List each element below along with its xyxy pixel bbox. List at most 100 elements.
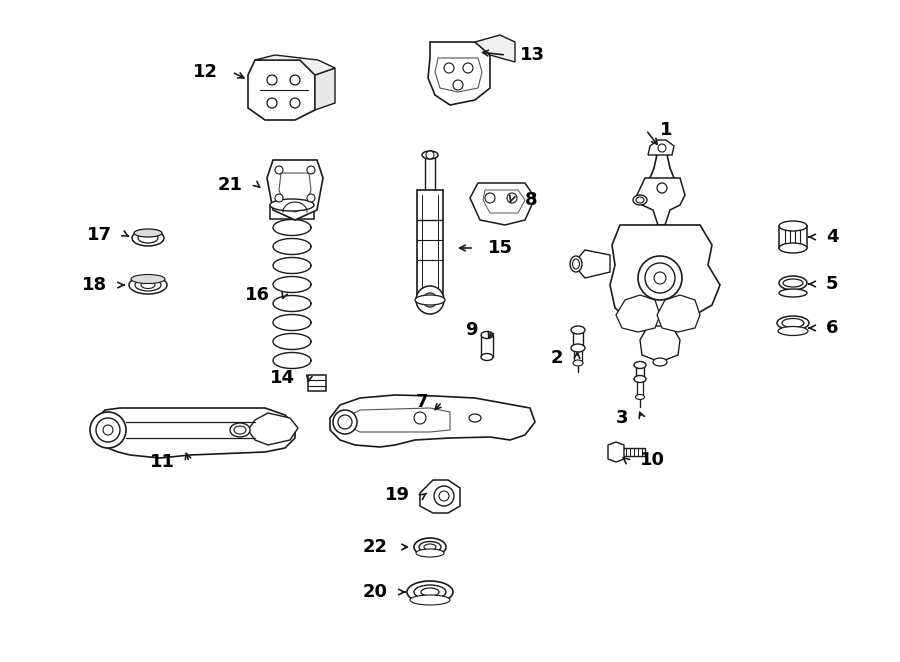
Ellipse shape	[783, 279, 803, 287]
Ellipse shape	[570, 256, 582, 272]
Circle shape	[103, 425, 113, 435]
Circle shape	[307, 166, 315, 174]
Ellipse shape	[571, 344, 585, 352]
Ellipse shape	[424, 544, 436, 550]
Circle shape	[275, 166, 283, 174]
Circle shape	[290, 75, 300, 85]
Ellipse shape	[634, 361, 646, 369]
Ellipse shape	[779, 276, 807, 290]
Text: 14: 14	[270, 369, 295, 387]
Ellipse shape	[779, 289, 807, 297]
Text: 19: 19	[385, 486, 410, 504]
Polygon shape	[248, 60, 315, 120]
Circle shape	[485, 193, 495, 203]
Ellipse shape	[636, 197, 644, 203]
Circle shape	[90, 412, 126, 448]
Ellipse shape	[421, 588, 439, 596]
Ellipse shape	[419, 542, 441, 553]
Polygon shape	[267, 160, 323, 220]
Circle shape	[416, 286, 444, 314]
Ellipse shape	[141, 281, 155, 289]
Text: 16: 16	[245, 286, 270, 304]
Ellipse shape	[134, 229, 162, 237]
Text: 18: 18	[82, 276, 107, 294]
Ellipse shape	[469, 414, 481, 422]
Bar	[573, 330, 583, 348]
Ellipse shape	[779, 243, 807, 253]
Circle shape	[333, 410, 357, 434]
Polygon shape	[610, 225, 720, 330]
Ellipse shape	[653, 358, 667, 366]
Ellipse shape	[407, 581, 453, 603]
Polygon shape	[428, 42, 490, 105]
Polygon shape	[420, 480, 460, 513]
Circle shape	[439, 491, 449, 501]
Circle shape	[658, 144, 666, 152]
Ellipse shape	[572, 259, 580, 269]
Text: 12: 12	[193, 63, 218, 81]
Ellipse shape	[138, 233, 158, 243]
Text: 4: 4	[826, 228, 839, 246]
Ellipse shape	[634, 375, 646, 383]
Polygon shape	[315, 68, 335, 110]
Ellipse shape	[635, 395, 644, 399]
Bar	[637, 379, 643, 397]
Ellipse shape	[135, 279, 161, 291]
Bar	[574, 348, 582, 363]
Circle shape	[507, 193, 517, 203]
Ellipse shape	[633, 195, 647, 205]
Ellipse shape	[481, 332, 493, 338]
Text: 2: 2	[551, 349, 563, 367]
Ellipse shape	[416, 549, 444, 557]
Ellipse shape	[777, 316, 809, 330]
Circle shape	[307, 194, 315, 202]
Circle shape	[290, 98, 300, 108]
Bar	[425, 155, 435, 190]
Text: 9: 9	[465, 321, 478, 339]
Ellipse shape	[779, 221, 807, 231]
Ellipse shape	[132, 230, 164, 246]
Circle shape	[423, 293, 437, 307]
Ellipse shape	[129, 276, 167, 294]
Circle shape	[444, 63, 454, 73]
Polygon shape	[255, 55, 335, 75]
Polygon shape	[608, 442, 624, 462]
Ellipse shape	[410, 595, 450, 605]
Text: 1: 1	[660, 121, 672, 139]
Ellipse shape	[131, 275, 165, 283]
Ellipse shape	[270, 199, 314, 211]
Ellipse shape	[571, 326, 585, 334]
Polygon shape	[248, 413, 298, 445]
Circle shape	[414, 412, 426, 424]
Circle shape	[453, 80, 463, 90]
Circle shape	[338, 415, 352, 429]
Polygon shape	[483, 190, 525, 213]
Text: 22: 22	[363, 538, 388, 556]
Bar	[636, 365, 644, 379]
Polygon shape	[657, 295, 700, 332]
Circle shape	[96, 418, 120, 442]
Circle shape	[267, 98, 277, 108]
Ellipse shape	[414, 538, 446, 556]
Circle shape	[657, 183, 667, 193]
Ellipse shape	[481, 354, 493, 361]
Text: 21: 21	[218, 176, 243, 194]
Text: 7: 7	[416, 393, 428, 411]
Text: 17: 17	[87, 226, 112, 244]
Bar	[779, 226, 807, 248]
Circle shape	[275, 194, 283, 202]
Text: 10: 10	[640, 451, 665, 469]
Polygon shape	[616, 295, 660, 332]
Text: 5: 5	[826, 275, 839, 293]
Bar	[417, 190, 443, 295]
Circle shape	[267, 75, 277, 85]
Polygon shape	[330, 395, 535, 447]
Ellipse shape	[415, 295, 445, 305]
Polygon shape	[640, 326, 680, 362]
Ellipse shape	[778, 326, 808, 336]
Text: 11: 11	[150, 453, 175, 471]
Ellipse shape	[782, 318, 804, 328]
Ellipse shape	[573, 360, 583, 366]
Polygon shape	[345, 408, 450, 432]
Ellipse shape	[230, 423, 250, 437]
